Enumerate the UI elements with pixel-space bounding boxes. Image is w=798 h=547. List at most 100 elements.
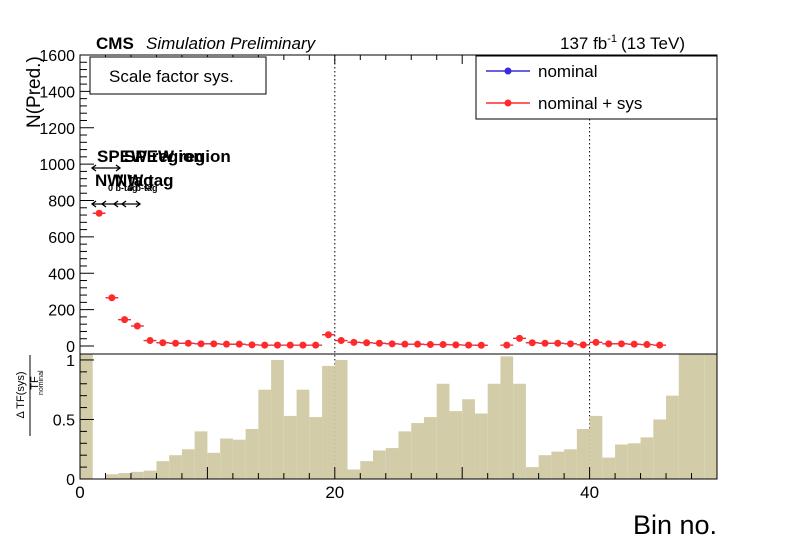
data-point <box>375 339 383 347</box>
annotation-sub-overlap: 0 b-tag <box>128 183 158 193</box>
data-point <box>516 334 524 342</box>
ratio-bar <box>423 417 437 479</box>
lumi-label: 137 fb-1 (13 TeV) <box>560 33 685 53</box>
ratio-bar <box>627 443 641 479</box>
data-point <box>426 341 434 349</box>
top-y-tick-label: 200 <box>48 303 75 320</box>
ratio-denominator: TF <box>29 376 41 390</box>
ratio-bar <box>576 429 590 479</box>
ratio-bar <box>194 431 208 479</box>
top-y-tick-label: 1000 <box>39 157 75 174</box>
data-point <box>592 338 600 346</box>
data-point <box>643 341 651 349</box>
top-y-tick-label: 400 <box>48 266 75 283</box>
data-point <box>439 341 447 349</box>
ratio-bar <box>245 429 259 479</box>
data-point <box>452 341 460 349</box>
ratio-bar <box>130 471 144 479</box>
legend-label-nominal-sys: nominal + sys <box>538 94 642 113</box>
data-point <box>121 316 129 324</box>
ratio-bar <box>271 359 284 479</box>
ratio-bar <box>169 455 182 479</box>
ratio-bar <box>258 389 272 479</box>
data-point <box>528 339 536 347</box>
ratio-bar <box>220 438 233 479</box>
data-point <box>363 339 371 347</box>
ratio-bar <box>309 417 323 479</box>
data-point <box>503 341 511 349</box>
data-point <box>299 341 307 349</box>
ratio-bar <box>207 452 221 479</box>
ratio-bar <box>411 423 424 479</box>
data-point <box>656 341 664 349</box>
legend-marker-nominal-sys <box>504 99 512 107</box>
ratio-bar <box>564 449 577 479</box>
status-label: Simulation Preliminary <box>146 34 317 53</box>
ratio-bar <box>360 461 374 479</box>
data-point <box>605 340 613 348</box>
data-point <box>210 340 218 348</box>
label-box <box>89 56 267 95</box>
ratio-denominator-sub: nominal <box>38 370 45 395</box>
ratio-bar <box>551 451 565 479</box>
ratio-bar <box>589 415 603 479</box>
data-point <box>388 340 396 348</box>
top-y-tick-label: 600 <box>48 230 75 247</box>
bottom-y-tick-label: 0 <box>66 472 75 489</box>
ratio-bar <box>156 461 170 479</box>
data-point <box>108 294 116 302</box>
ratio-bar <box>334 359 348 479</box>
top-y-tick-label: 1400 <box>39 84 75 101</box>
x-axis-label: Bin no. <box>633 510 717 540</box>
annotation-line2: NW tag <box>95 171 154 190</box>
series-nominal <box>92 210 667 349</box>
ratio-bar <box>296 389 310 479</box>
label-box-text: Scale factor sys. <box>109 67 234 86</box>
data-point <box>414 340 422 348</box>
ratio-bar <box>678 354 692 479</box>
data-point <box>197 340 205 348</box>
ratio-bar <box>385 448 399 479</box>
data-point <box>172 339 180 347</box>
legend-label-nominal: nominal <box>538 62 598 81</box>
annotation-line1-overlap: SPEW region <box>124 147 231 166</box>
ratio-bar <box>525 467 539 479</box>
legend-marker-nominal <box>504 67 512 75</box>
legend <box>475 55 718 120</box>
region-annotations: SPEW region SPEW region NW tag NW tag 0 … <box>90 147 231 208</box>
ratio-bar <box>513 383 526 479</box>
annotation-line1: SPEW region <box>97 147 204 166</box>
data-point <box>401 340 409 348</box>
data-point <box>350 338 358 346</box>
bottom-y-axis: 00.51 <box>53 353 94 489</box>
bottom-y-tick-label: 0.5 <box>53 412 75 429</box>
data-point <box>465 341 473 349</box>
data-point <box>554 339 562 347</box>
data-point <box>579 341 587 349</box>
ratio-bar <box>436 383 450 479</box>
data-point <box>617 340 625 348</box>
annotation-line2-overlap: NW tag <box>115 171 174 190</box>
ratio-bar <box>602 457 616 479</box>
data-point <box>324 331 332 339</box>
top-y-tick-label: 1600 <box>39 48 75 65</box>
data-point <box>184 339 192 347</box>
ratio-bar <box>347 469 361 479</box>
data-point <box>566 340 574 348</box>
ratio-bar <box>691 354 705 479</box>
ratio-bar <box>232 439 246 479</box>
ratio-bar <box>462 399 475 479</box>
ratio-bar <box>181 449 195 479</box>
data-point <box>261 341 269 349</box>
bottom-x-tick-label: 20 <box>325 483 344 502</box>
bottom-panel-frame <box>79 353 718 480</box>
ratio-bar <box>615 444 628 479</box>
ratio-bar <box>666 395 679 479</box>
data-point <box>159 339 167 347</box>
data-point <box>286 341 294 349</box>
top-y-axis-label: N(Pred.) <box>24 56 45 128</box>
ratio-numerator: Δ TF(sys) <box>15 371 27 418</box>
ratio-bar <box>373 450 386 479</box>
